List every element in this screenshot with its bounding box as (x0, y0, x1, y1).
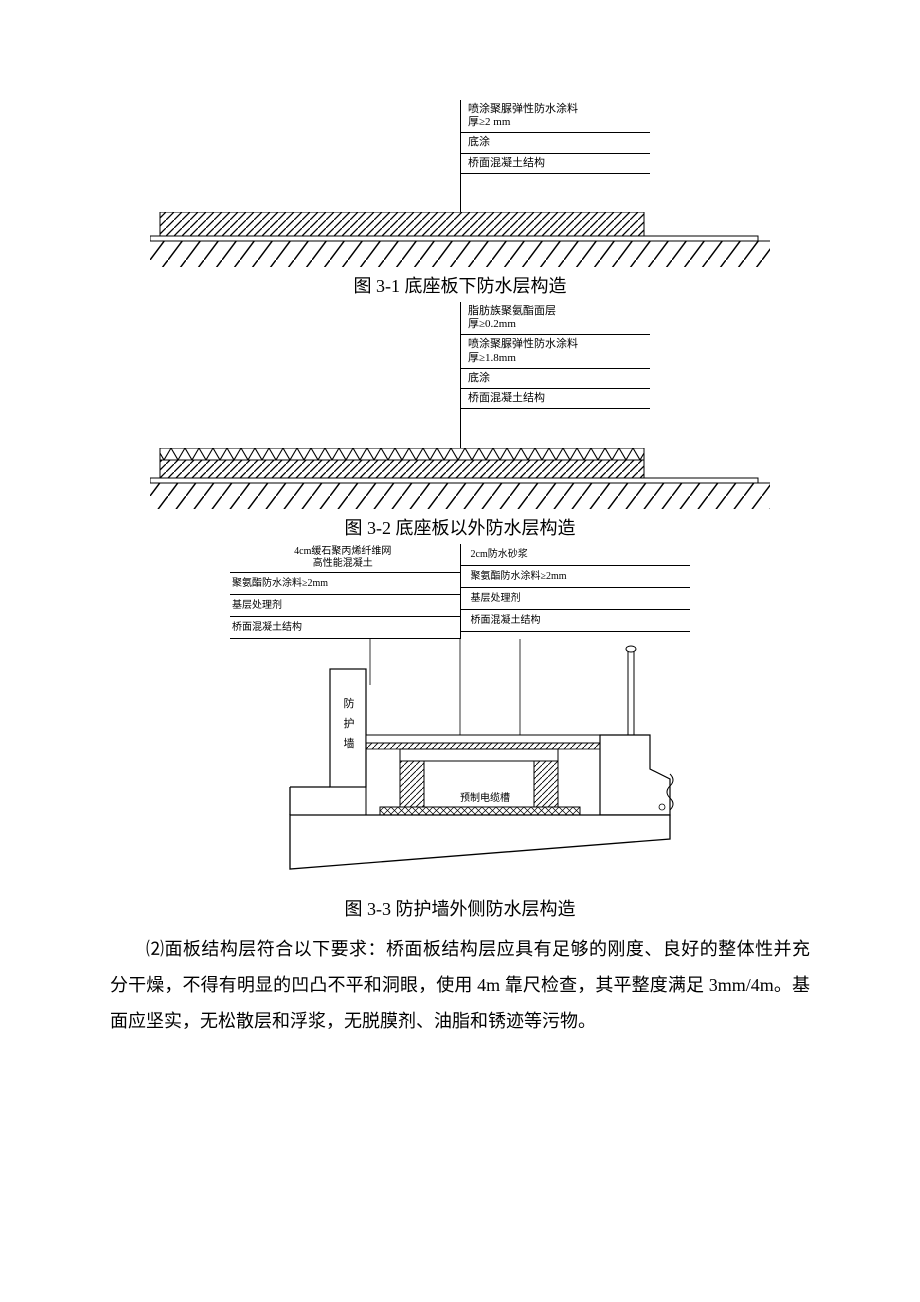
label-text: 底涂 (468, 372, 490, 384)
body-paragraph: ⑵面板结构层符合以下要求：桥面板结构层应具有足够的刚度、良好的整体性并充分干燥，… (110, 931, 810, 1039)
fig3-diagram: 防 护 墙 预制电缆槽 (230, 639, 690, 889)
fig1-caption: 图 3-1 底座板下防水层构造 (110, 272, 810, 298)
fig3-trough-label: 预制电缆槽 (460, 789, 510, 804)
label-text: 底涂 (468, 136, 490, 148)
figure-2: 脂肪族聚氨酯面层 厚≥0.2mm 喷涂聚脲弹性防水涂料 厚≥1.8mm 底涂 桥… (110, 302, 810, 540)
label-text: 聚氨酯防水涂料≥2mm (232, 578, 328, 590)
leader-line (460, 302, 461, 448)
fig1-label-0: 喷涂聚脲弹性防水涂料 厚≥2 mm (460, 100, 650, 133)
fig1-labels: 喷涂聚脲弹性防水涂料 厚≥2 mm 底涂 桥面混凝土结构 (460, 100, 650, 174)
fig2-labels: 脂肪族聚氨酯面层 厚≥0.2mm 喷涂聚脲弹性防水涂料 厚≥1.8mm 底涂 桥… (460, 302, 650, 409)
fig1-layers (150, 212, 770, 270)
fig2-label-0: 脂肪族聚氨酯面层 厚≥0.2mm (460, 302, 650, 335)
fig3-l-2: 基层处理剂 (230, 595, 460, 617)
fig3-l-1: 聚氨酯防水涂料≥2mm (230, 573, 460, 595)
fig3-r-1: 聚氨酯防水涂料≥2mm (461, 566, 691, 588)
label-text: 4cm缓石聚丙烯纤维网 高性能混凝土 (232, 546, 454, 570)
fig2-label-3: 桥面混凝土结构 (460, 389, 650, 409)
figure-3: 4cm缓石聚丙烯纤维网 高性能混凝土 聚氨酯防水涂料≥2mm 基层处理剂 桥面混… (110, 544, 810, 921)
label-text: 聚氨酯防水涂料≥2mm (471, 571, 567, 583)
fig3-l-3: 桥面混凝土结构 (230, 617, 460, 639)
label-text: 2cm防水砂浆 (471, 549, 528, 561)
wall-label-char1: 防 (342, 696, 355, 709)
fig3-r-2: 基层处理剂 (461, 588, 691, 610)
label-text: 喷涂聚脲弹性防水涂料 厚≥2 mm (468, 103, 578, 128)
fig3-labels: 4cm缓石聚丙烯纤维网 高性能混凝土 聚氨酯防水涂料≥2mm 基层处理剂 桥面混… (230, 544, 690, 639)
fig3-left-col: 4cm缓石聚丙烯纤维网 高性能混凝土 聚氨酯防水涂料≥2mm 基层处理剂 桥面混… (230, 544, 460, 639)
fig3-r-3: 桥面混凝土结构 (461, 610, 691, 632)
label-text: 桥面混凝土结构 (468, 392, 545, 404)
label-text: 基层处理剂 (471, 593, 521, 605)
wall-label-char2: 护 (342, 716, 355, 729)
fig2-label-2: 底涂 (460, 369, 650, 389)
label-text: 桥面混凝土结构 (471, 615, 541, 627)
label-text: 喷涂聚脲弹性防水涂料 厚≥1.8mm (468, 338, 578, 363)
figure-1: 喷涂聚脲弹性防水涂料 厚≥2 mm 底涂 桥面混凝土结构 (110, 100, 810, 298)
wall-label-char3: 墙 (342, 736, 355, 749)
fig1-label-1: 底涂 (460, 133, 650, 153)
label-text: 基层处理剂 (232, 600, 282, 612)
fig3-right-col: 2cm防水砂浆 聚氨酯防水涂料≥2mm 基层处理剂 桥面混凝土结构 (461, 544, 691, 639)
fig1-svg (150, 212, 770, 270)
fig2-label-1: 喷涂聚脲弹性防水涂料 厚≥1.8mm (460, 335, 650, 368)
fig3-svg: 防 护 墙 (230, 639, 690, 889)
label-text: 桥面混凝土结构 (468, 157, 545, 169)
fig1-label-2: 桥面混凝土结构 (460, 154, 650, 174)
fig3-l-0: 4cm缓石聚丙烯纤维网 高性能混凝土 (230, 544, 460, 573)
label-text: 脂肪族聚氨酯面层 厚≥0.2mm (468, 305, 556, 330)
label-text: 桥面混凝土结构 (232, 622, 302, 634)
fig3-r-0: 2cm防水砂浆 (461, 544, 691, 566)
fig3-caption: 图 3-3 防护墙外侧防水层构造 (110, 895, 810, 921)
fig2-layers (150, 448, 770, 512)
fig2-caption: 图 3-2 底座板以外防水层构造 (110, 514, 810, 540)
fig2-svg (150, 448, 770, 512)
leader-line (460, 100, 461, 212)
